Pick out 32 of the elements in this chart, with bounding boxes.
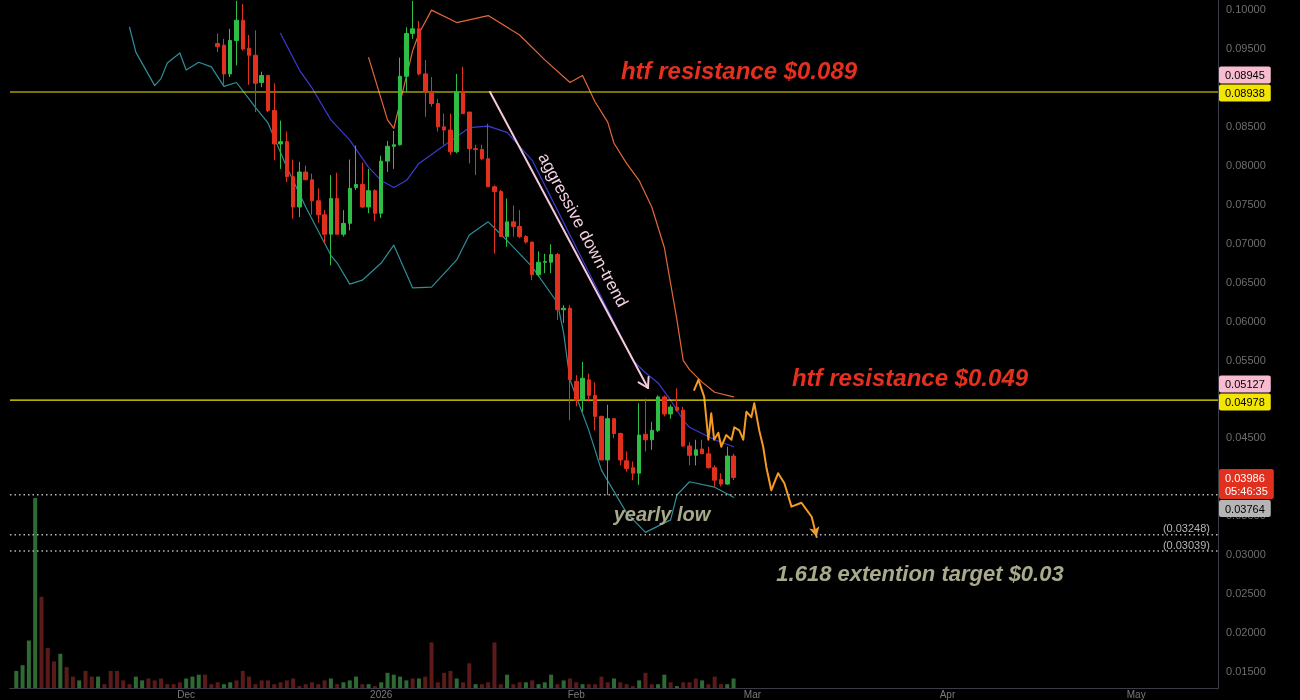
x-tick-label: Dec (177, 688, 196, 700)
y-tick-label: 0.03000 (1226, 548, 1266, 561)
ref-line-label: (0.03039) (1162, 538, 1210, 551)
ref-line-label: 0.08938 (1225, 87, 1265, 99)
x-tick-label: 2026 (370, 688, 393, 700)
text: 05:46:35 (1225, 484, 1268, 497)
y-tick-label: 0.06500 (1226, 275, 1266, 288)
ref-line-label: 0.04978 (1225, 396, 1265, 408)
y-tick-label: 0.02500 (1226, 587, 1266, 600)
text: 0.05127 (1225, 378, 1265, 390)
y-tick-label: 0.07500 (1226, 197, 1266, 210)
text: 0.03986 (1225, 471, 1265, 484)
text: 0.08945 (1225, 69, 1265, 81)
y-tick-label: 0.01500 (1226, 664, 1266, 677)
x-tick-label: Apr (939, 688, 956, 700)
annotation: htf resistance $0.049 (791, 363, 1029, 391)
x-tick-label: Feb (567, 688, 586, 700)
y-tick-label: 0.04500 (1226, 431, 1266, 444)
x-tick-label: Mar (743, 688, 762, 700)
x-tick-label: May (1126, 688, 1146, 700)
ref-line-label: 0.03764 (1225, 502, 1265, 515)
y-tick-label: 0.05500 (1226, 353, 1266, 366)
y-tick-label: 0.09500 (1226, 42, 1266, 55)
ref-line-label: (0.03248) (1162, 522, 1210, 535)
annotation: htf resistance $0.089 (620, 56, 858, 84)
y-tick-label: 0.08500 (1226, 120, 1266, 133)
y-tick-label: 0.06000 (1226, 314, 1266, 327)
annotation: 1.618 extention target $0.03 (776, 560, 1064, 586)
y-tick-label: 0.02000 (1226, 625, 1266, 638)
y-tick-label: 0.10000 (1226, 3, 1266, 16)
y-tick-label: 0.07000 (1226, 236, 1266, 249)
y-tick-label: 0.08000 (1226, 159, 1266, 171)
